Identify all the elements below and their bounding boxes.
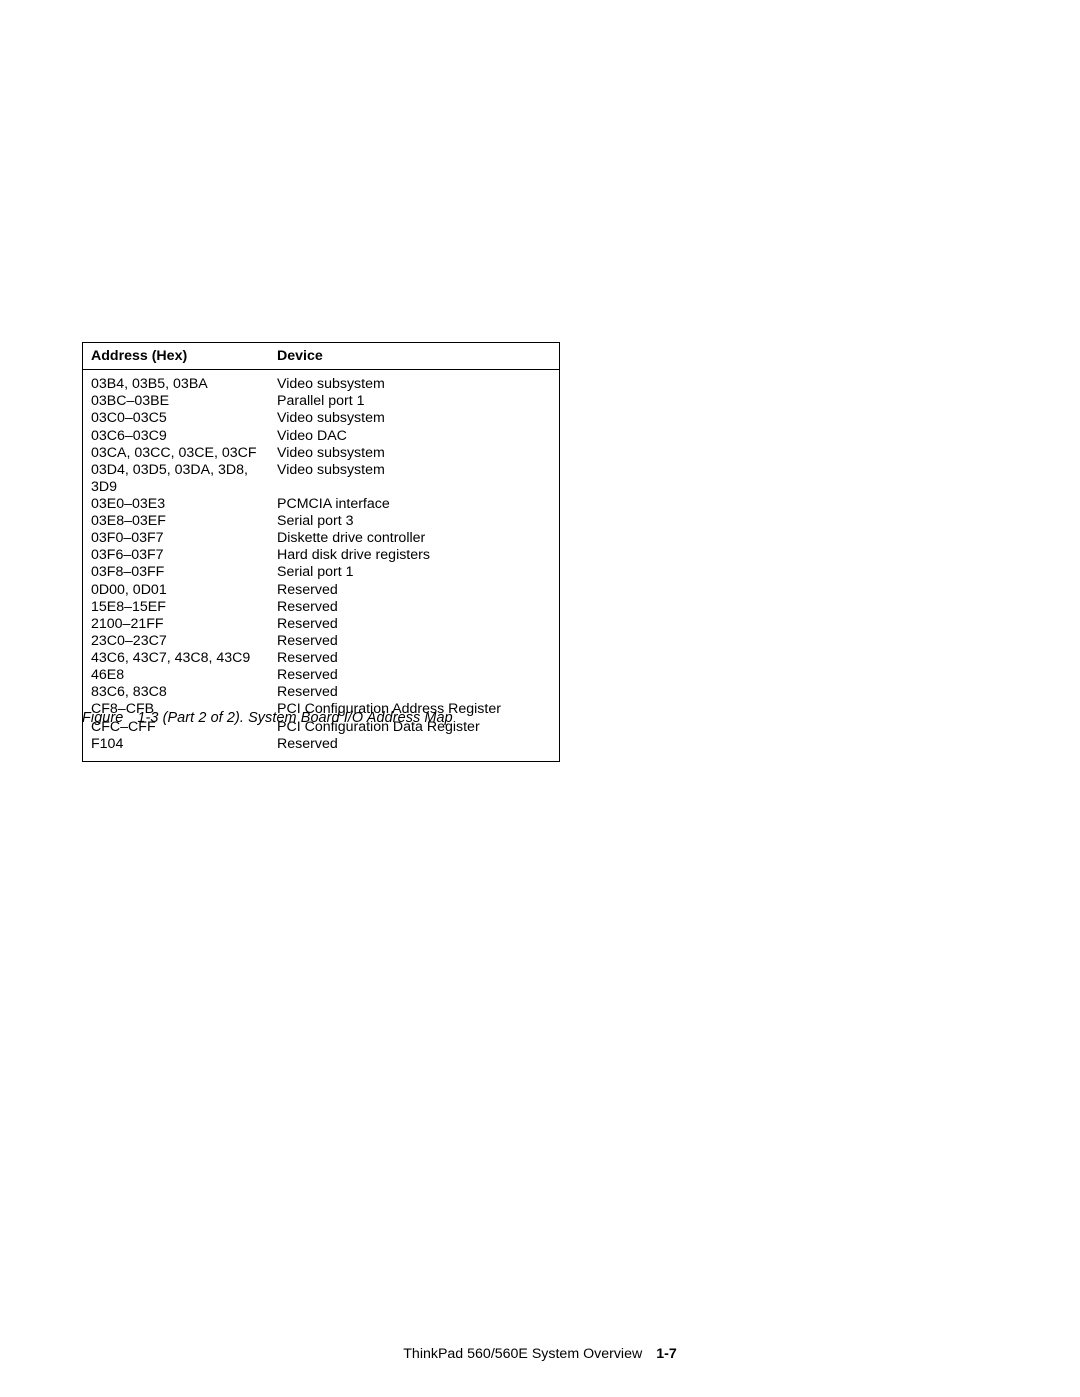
page-footer: ThinkPad 560/560E System Overview 1-7 (0, 1346, 1080, 1362)
caption-rest: 1-3 (Part 2 of 2). System Board I/O Addr… (137, 710, 452, 726)
cell-device: Reserved (277, 736, 551, 753)
cell-address: 03F8–03FF (91, 564, 277, 581)
cell-address: F104 (91, 736, 277, 753)
footer-text: ThinkPad 560/560E System Overview (403, 1346, 642, 1362)
cell-address: 03B4, 03B5, 03BA (91, 376, 277, 393)
cell-device: Reserved (277, 599, 551, 616)
cell-device: Video subsystem (277, 376, 551, 393)
table-row: 03B4, 03B5, 03BAVideo subsystem (91, 376, 551, 393)
page: Address (Hex) Device 03B4, 03B5, 03BAVid… (0, 0, 1080, 1397)
cell-device: Serial port 3 (277, 513, 551, 530)
table-row: 2100–21FFReserved (91, 616, 551, 633)
cell-device: PCMCIA interface (277, 496, 551, 513)
table-row: 43C6, 43C7, 43C8, 43C9Reserved (91, 650, 551, 667)
cell-device: Serial port 1 (277, 564, 551, 581)
cell-address: 15E8–15EF (91, 599, 277, 616)
cell-device: Reserved (277, 650, 551, 667)
cell-device: Reserved (277, 633, 551, 650)
cell-device: Video subsystem (277, 445, 551, 462)
cell-device: Reserved (277, 667, 551, 684)
footer-page-number: 1-7 (656, 1346, 677, 1362)
cell-address: 23C0–23C7 (91, 633, 277, 650)
table-row: 03C6–03C9Video DAC (91, 428, 551, 445)
cell-device: Video subsystem (277, 462, 551, 479)
column-header-device: Device (277, 349, 551, 363)
cell-address: 03C0–03C5 (91, 410, 277, 427)
table-row: 83C6, 83C8Reserved (91, 684, 551, 701)
cell-address: 03C6–03C9 (91, 428, 277, 445)
table-row: 03F8–03FFSerial port 1 (91, 564, 551, 581)
table-row: 23C0–23C7Reserved (91, 633, 551, 650)
table-row: 03F6–03F7Hard disk drive registers (91, 547, 551, 564)
cell-address: 2100–21FF (91, 616, 277, 633)
io-address-table: Address (Hex) Device 03B4, 03B5, 03BAVid… (82, 342, 560, 762)
cell-device: Reserved (277, 582, 551, 599)
cell-address: 46E8 (91, 667, 277, 684)
table-row: 03CA, 03CC, 03CE, 03CFVideo subsystem (91, 445, 551, 462)
cell-device: Parallel port 1 (277, 393, 551, 410)
cell-device: Reserved (277, 616, 551, 633)
table-row: 03BC–03BEParallel port 1 (91, 393, 551, 410)
cell-device: Diskette drive controller (277, 530, 551, 547)
cell-address: 43C6, 43C7, 43C8, 43C9 (91, 650, 277, 667)
table-body: 03B4, 03B5, 03BAVideo subsystem03BC–03BE… (83, 370, 559, 761)
table-row: F104Reserved (91, 736, 551, 753)
table-row: 03C0–03C5Video subsystem (91, 410, 551, 427)
cell-address: 03CA, 03CC, 03CE, 03CF (91, 445, 277, 462)
cell-address: 0D00, 0D01 (91, 582, 277, 599)
cell-address: 03F6–03F7 (91, 547, 277, 564)
column-header-address: Address (Hex) (91, 349, 277, 363)
figure-caption: Figure 1-3 (Part 2 of 2). System Board I/… (82, 710, 453, 726)
table-row: 03E8–03EFSerial port 3 (91, 513, 551, 530)
cell-address: 83C6, 83C8 (91, 684, 277, 701)
cell-device: Reserved (277, 684, 551, 701)
cell-device: Video subsystem (277, 410, 551, 427)
table-row: 46E8Reserved (91, 667, 551, 684)
cell-device: Video DAC (277, 428, 551, 445)
table-row: 15E8–15EFReserved (91, 599, 551, 616)
table-row: 03E0–03E3PCMCIA interface (91, 496, 551, 513)
cell-address: 03F0–03F7 (91, 530, 277, 547)
cell-address: 03E8–03EF (91, 513, 277, 530)
cell-address: 03E0–03E3 (91, 496, 277, 513)
cell-address: 03D4, 03D5, 03DA, 3D8, 3D9 (91, 462, 277, 496)
cell-address: 03BC–03BE (91, 393, 277, 410)
table-row: 03F0–03F7Diskette drive controller (91, 530, 551, 547)
table-header-row: Address (Hex) Device (83, 343, 559, 370)
table-row: 03D4, 03D5, 03DA, 3D8, 3D9Video subsyste… (91, 462, 551, 496)
cell-device: Hard disk drive registers (277, 547, 551, 564)
caption-prefix: Figure (82, 710, 123, 726)
table-row: 0D00, 0D01Reserved (91, 582, 551, 599)
